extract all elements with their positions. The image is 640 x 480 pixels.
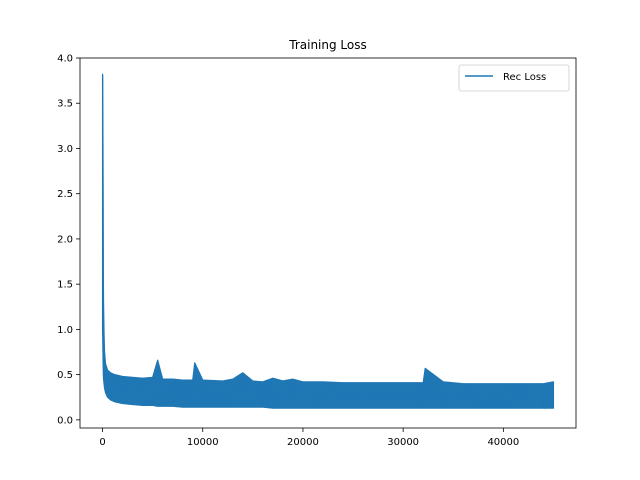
x-tick-label: 20000 (287, 437, 319, 448)
legend: Rec Loss (459, 65, 569, 91)
x-tick-label: 10000 (187, 437, 219, 448)
x-tick-label: 40000 (487, 437, 519, 448)
y-tick-label: 0.0 (57, 415, 73, 426)
x-tick-label: 30000 (387, 437, 419, 448)
y-tick-label: 3.5 (57, 99, 73, 110)
y-tick-label: 3.0 (57, 144, 73, 155)
y-tick-label: 2.5 (57, 189, 73, 200)
legend-label-rec-loss: Rec Loss (503, 72, 546, 83)
x-tick-label: 0 (99, 437, 105, 448)
y-tick-label: 4.0 (57, 54, 73, 65)
chart-title: Training Loss (288, 38, 366, 52)
y-tick-label: 1.0 (57, 325, 73, 336)
y-tick-label: 0.5 (57, 370, 73, 381)
y-tick-label: 2.0 (57, 234, 73, 245)
y-tick-label: 1.5 (57, 280, 73, 291)
